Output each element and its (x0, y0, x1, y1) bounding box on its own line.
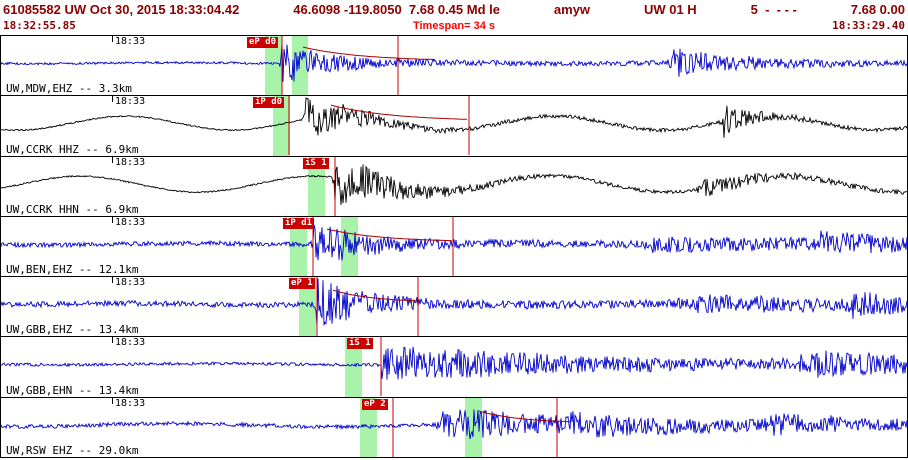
minute-label: 18:33 (115, 36, 146, 47)
phase-pick-flag[interactable]: eP d0 (247, 37, 279, 48)
phase-pick-flag[interactable]: iP d0 (253, 97, 285, 109)
trace-row[interactable]: 18:33 eP 2 UW,RSW EHZ -- 29.0km (1, 397, 907, 457)
seismogram-waveform (1, 347, 907, 381)
coda-decay-curve (332, 289, 418, 302)
coda-decay-curve (330, 104, 468, 121)
event-summary-bar: 61085582 UW Oct 30, 2015 18:33:04.42 46.… (0, 0, 908, 19)
time-range-bar: 18:32:55.85 Timespan= 34 s 18:33:29.40 (0, 19, 908, 35)
minute-label: 18:33 (115, 277, 146, 289)
minute-label: 18:33 (115, 156, 146, 168)
trace-row[interactable]: 18:33 iS 1 UW,GBB,EHN -- 13.4km (1, 337, 907, 398)
station-label: UW,MDW,EHZ -- 3.3km (6, 82, 132, 96)
coda-decay-curve (478, 410, 572, 422)
event-location-magnitude: 46.6098 -119.8050 7.68 0.45 Md le (293, 2, 500, 17)
minute-tick (112, 397, 113, 404)
minute-label: 18:33 (115, 397, 146, 409)
minute-tick (112, 277, 113, 284)
minute-label: 18:33 (115, 337, 146, 349)
waveform-canvas (1, 156, 907, 216)
waveform-canvas (1, 216, 907, 276)
pick-highlight-band (265, 36, 282, 96)
pick-highlight-band (308, 156, 325, 216)
timespan-label: Timespan= 34 s (412, 20, 496, 32)
phase-pick-flag[interactable]: eP 2 (362, 398, 388, 410)
phase-pick-flag[interactable]: iS 1 (347, 338, 373, 350)
waveform-canvas (1, 337, 907, 397)
coda-decay-curve (302, 46, 436, 60)
seismogram-waveform (1, 97, 907, 139)
waveform-canvas (1, 36, 907, 95)
pick-highlight-band (290, 216, 307, 277)
station-label: UW,BEN,EHZ -- 12.1km (6, 263, 139, 277)
minute-tick (112, 337, 113, 344)
analyst-initials: amyw (553, 2, 591, 17)
waveform-canvas (1, 277, 907, 337)
pick-highlight-band (299, 277, 316, 337)
trace-row[interactable]: 18:33 iP d0 UW,CCRK HHZ -- 6.9km (1, 96, 907, 157)
depth-rms-values: 7.68 0.00 (850, 2, 905, 17)
event-flags: 5 - - - - (750, 2, 797, 17)
station-label: UW,GBB,EHZ -- 13.4km (6, 323, 139, 337)
trace-row[interactable]: 18:33 eP d0 UW,MDW,EHZ -- 3.3km (1, 36, 907, 97)
coda-decay-curve (326, 228, 452, 241)
trace-row[interactable]: 18:33 eP 1 UW,GBB,EHZ -- 13.4km (1, 277, 907, 338)
phase-pick-flag[interactable]: iP d1 (283, 217, 315, 229)
minute-tick (112, 156, 113, 163)
trace-list: 18:33 eP d0 UW,MDW,EHZ -- 3.3km 18:33 iP… (0, 35, 908, 458)
seismogram-waveform (1, 409, 907, 439)
minute-label: 18:33 (115, 216, 146, 228)
minute-tick (112, 36, 113, 42)
station-label: UW,RSW EHZ -- 29.0km (6, 443, 139, 457)
minute-label: 18:33 (115, 96, 146, 108)
station-label: UW,CCRK HHZ -- 6.9km (6, 142, 139, 156)
trace-row[interactable]: 18:33 iP d1 UW,BEN,EHZ -- 12.1km (1, 216, 907, 278)
station-label: UW,CCRK HHN -- 6.9km (6, 202, 139, 216)
minute-tick (112, 216, 113, 223)
pick-highlight-band (273, 96, 290, 156)
station-label: UW,GBB,EHN -- 13.4km (6, 383, 139, 397)
window-start-time: 18:32:55.85 (3, 19, 76, 32)
seismogram-waveform (1, 163, 907, 205)
minute-tick (112, 96, 113, 103)
seismogram-waveform (1, 43, 907, 82)
waveform-canvas (1, 397, 907, 457)
event-id-origin-time: 61085582 UW Oct 30, 2015 18:33:04.42 (3, 2, 240, 17)
window-end-time: 18:33:29.40 (832, 19, 905, 32)
seismogram-waveform (1, 278, 907, 327)
pick-highlight-band (360, 397, 377, 457)
trace-row[interactable]: 18:33 iS 1 UW,CCRK HHN -- 6.9km (1, 156, 907, 217)
waveform-canvas (1, 96, 907, 156)
seismogram-waveform (1, 224, 907, 261)
pick-highlight-band (292, 36, 308, 96)
pick-highlight-band (345, 337, 362, 397)
network-version-code: UW 01 H (643, 2, 697, 17)
phase-pick-flag[interactable]: eP 1 (289, 278, 315, 290)
phase-pick-flag[interactable]: iS 1 (303, 157, 329, 169)
